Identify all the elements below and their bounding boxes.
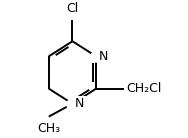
Text: CH₃: CH₃ (37, 122, 60, 135)
Text: N: N (75, 97, 85, 110)
Text: N: N (99, 50, 108, 63)
Text: CH₂Cl: CH₂Cl (126, 82, 162, 95)
Text: Cl: Cl (66, 2, 79, 15)
